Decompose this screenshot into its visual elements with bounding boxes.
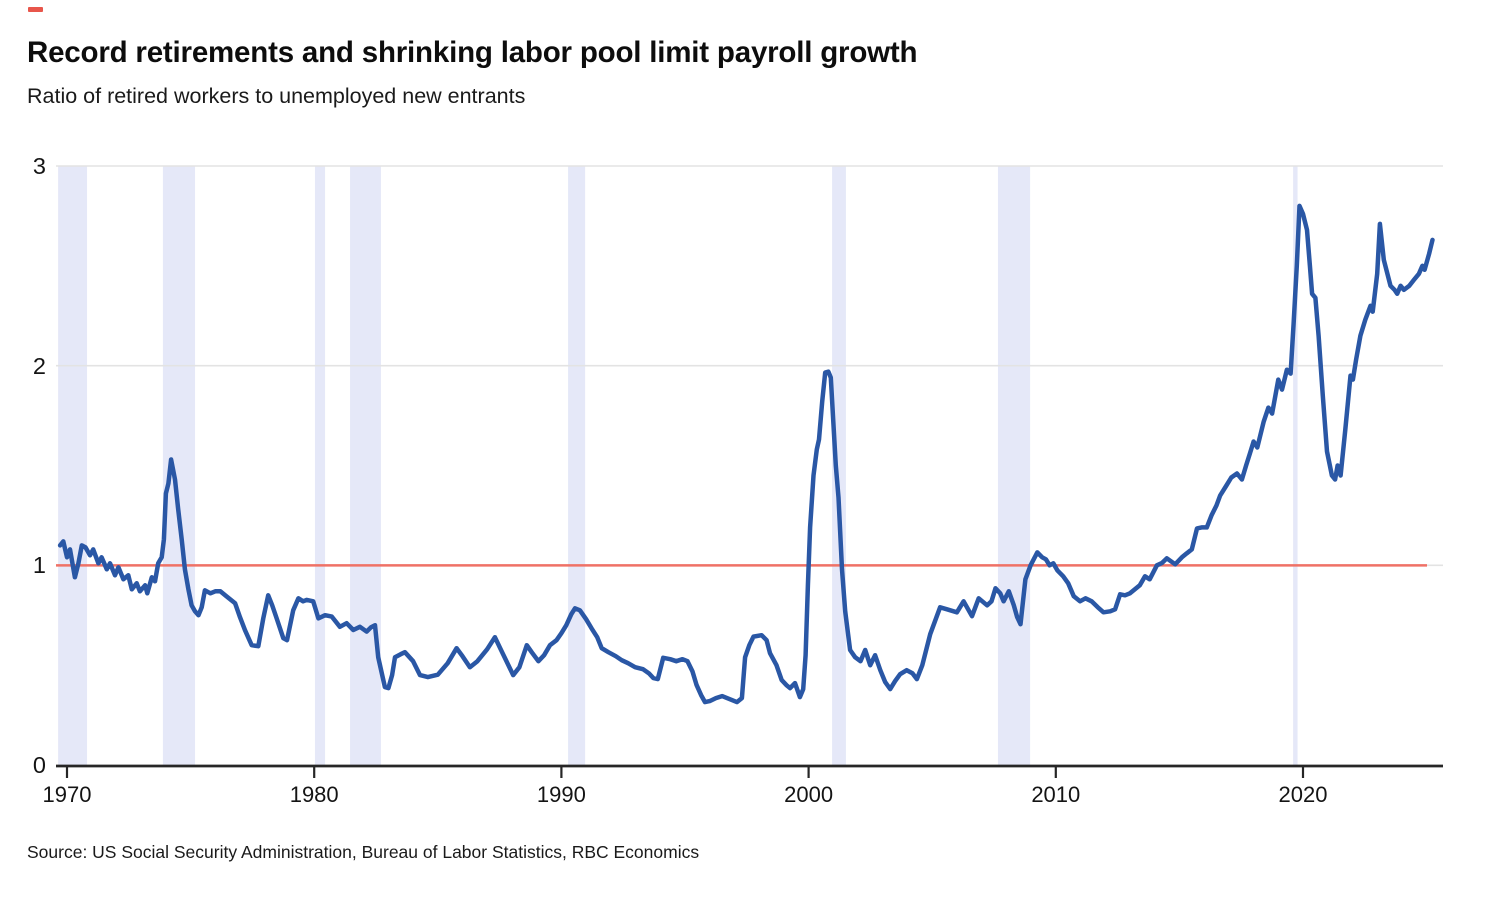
recession-band — [58, 165, 88, 766]
recession-band — [350, 165, 381, 766]
x-axis-label: 2020 — [1278, 782, 1328, 807]
recession-band — [997, 165, 1031, 766]
brand-mark — [28, 7, 43, 12]
y-axis-label: 1 — [32, 552, 46, 579]
chart-subtitle: Ratio of retired workers to unemployed n… — [27, 84, 526, 108]
y-axis-label: 0 — [32, 752, 46, 778]
x-axis-label: 1970 — [42, 782, 92, 807]
x-axis-label: 1990 — [536, 782, 586, 807]
x-axis-label: 2000 — [784, 782, 834, 807]
recession-band — [832, 165, 846, 766]
chart-title: Record retirements and shrinking labor p… — [27, 36, 918, 69]
recession-band — [568, 165, 586, 766]
y-axis-label: 2 — [32, 352, 46, 379]
x-axis-label: 2010 — [1031, 782, 1081, 807]
recession-band — [1293, 165, 1298, 766]
data-line — [57, 203, 1435, 705]
x-axis-label: 1980 — [289, 782, 339, 807]
recession-band — [314, 165, 326, 766]
recession-band — [162, 165, 196, 766]
y-axis-label: 3 — [32, 152, 46, 179]
source-note: Source: US Social Security Administratio… — [27, 842, 700, 862]
